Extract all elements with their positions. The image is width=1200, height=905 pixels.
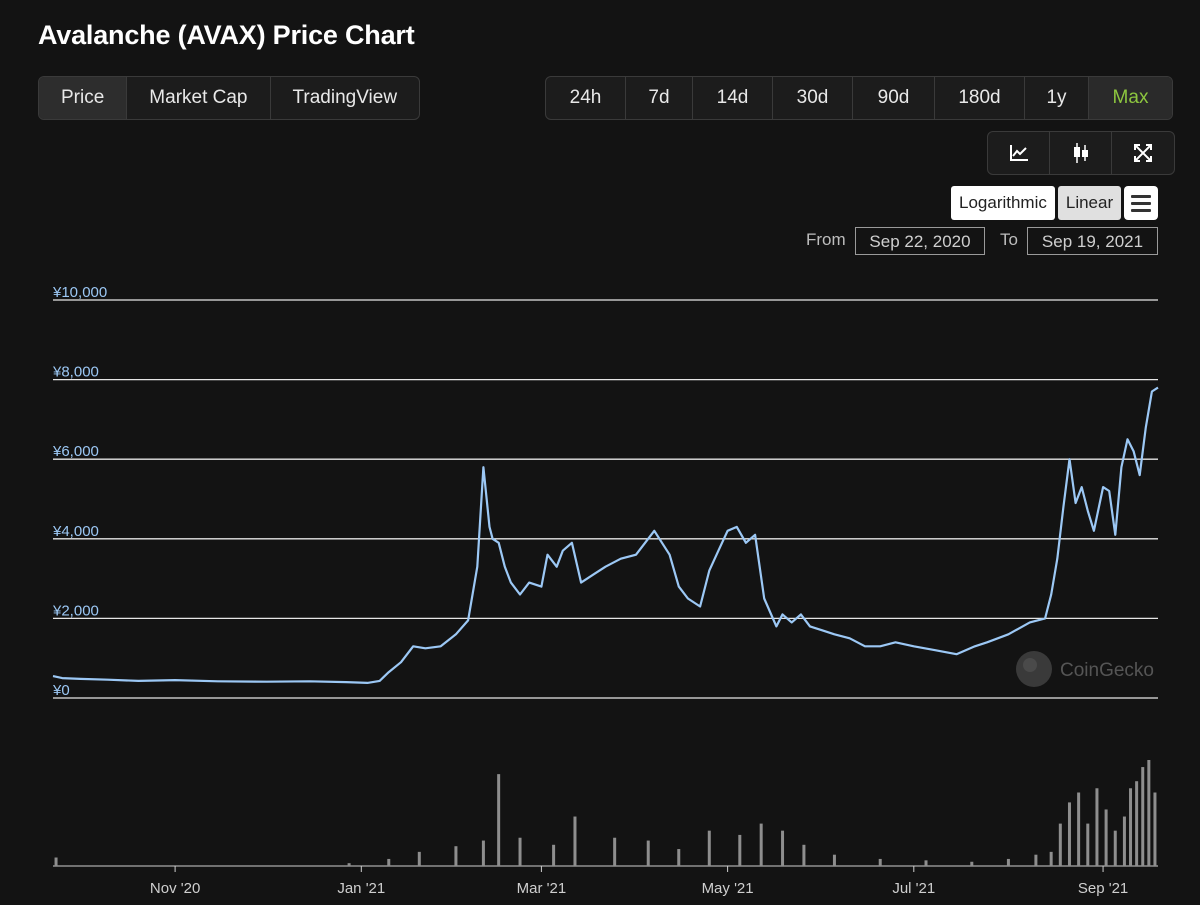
volume-bar <box>1086 823 1090 866</box>
volume-bar <box>924 860 928 866</box>
volume-bar <box>54 857 58 866</box>
coingecko-watermark: CoinGecko <box>1016 651 1154 687</box>
volume-bar <box>1034 854 1038 866</box>
volume-bar <box>347 863 351 866</box>
volume-bar <box>417 851 421 866</box>
line-chart-icon <box>1009 145 1028 161</box>
volume-bar <box>1067 802 1071 866</box>
menu-icon-bar <box>1131 208 1152 212</box>
x-tick-labels: Nov '20 Jan '21 Mar '21 May '21 Jul '21 Sep '… <box>150 880 1128 897</box>
y-tick-label: ¥0 <box>52 682 70 699</box>
y-tick-labels: ¥10,000 ¥8,000 ¥6,000 ¥4,000 ¥2,000 ¥0 <box>52 284 107 699</box>
chart-type-tools <box>987 131 1175 175</box>
volume-bar <box>1147 760 1151 866</box>
range-1y[interactable]: 1y <box>1025 77 1089 119</box>
range-24h[interactable]: 24h <box>546 77 626 119</box>
volume-bar <box>759 823 763 866</box>
range-90d[interactable]: 90d <box>853 77 935 119</box>
y-tick-label: ¥8,000 <box>52 364 99 381</box>
volume-bar <box>738 834 742 866</box>
range-tabs: 24h 7d 14d 30d 90d 180d 1y Max <box>545 76 1173 120</box>
volume-bar <box>1135 781 1139 866</box>
tab-market-cap[interactable]: Market Cap <box>127 77 271 119</box>
volume-bar <box>707 830 711 866</box>
grid-layer <box>53 299 1158 872</box>
volume-bar <box>970 861 974 866</box>
scale-toggle: Logarithmic Linear <box>951 186 1159 220</box>
volume-bar <box>1049 851 1053 866</box>
x-tick-label: Jul '21 <box>892 880 935 897</box>
x-tick-label: Jan '21 <box>337 880 385 897</box>
fullscreen-button[interactable] <box>1112 132 1174 174</box>
volume-bar <box>387 858 391 866</box>
watermark-text: CoinGecko <box>1060 660 1154 681</box>
line-chart-button[interactable] <box>988 132 1050 174</box>
range-max[interactable]: Max <box>1089 77 1172 119</box>
y-tick-label: ¥2,000 <box>52 602 99 619</box>
volume-bar <box>1095 788 1099 866</box>
volume-bar <box>613 837 617 866</box>
menu-button[interactable] <box>1124 186 1159 220</box>
volume-layer <box>54 760 1157 866</box>
volume-bar <box>1141 767 1145 866</box>
volume-bar <box>1113 830 1117 866</box>
y-tick-label: ¥10,000 <box>52 284 107 301</box>
to-label: To <box>1000 230 1018 249</box>
volume-bar <box>1077 792 1081 866</box>
volume-bar <box>1104 809 1108 866</box>
volume-bar <box>1058 823 1062 866</box>
volume-bar <box>1129 788 1133 866</box>
volume-bar <box>781 830 785 866</box>
volume-bar <box>1006 858 1010 866</box>
price-series-line <box>52 386 1159 684</box>
tab-price[interactable]: Price <box>39 77 128 119</box>
volume-bar <box>454 846 458 866</box>
x-tick-label: Sep '21 <box>1078 880 1128 897</box>
volume-bar <box>481 840 485 866</box>
y-tick-label: ¥4,000 <box>52 523 99 540</box>
x-tick-label: Nov '20 <box>150 880 200 897</box>
y-tick-label: ¥6,000 <box>52 443 99 460</box>
from-label: From <box>806 230 846 249</box>
candlestick-icon <box>1073 143 1088 163</box>
volume-bar <box>552 844 556 866</box>
menu-icon-bar <box>1131 201 1152 205</box>
volume-bar <box>1153 792 1157 866</box>
linear-button[interactable]: Linear <box>1057 186 1122 220</box>
volume-bar <box>878 858 882 866</box>
x-tick-label: May '21 <box>702 880 754 897</box>
volume-bar <box>497 774 501 866</box>
x-tick-label: Mar '21 <box>517 880 567 897</box>
range-30d[interactable]: 30d <box>773 77 853 119</box>
candlestick-button[interactable] <box>1050 132 1112 174</box>
menu-icon <box>1131 194 1152 198</box>
volume-bar <box>802 844 806 866</box>
range-180d[interactable]: 180d <box>935 77 1025 119</box>
view-tabs: Price Market Cap TradingView <box>38 76 421 120</box>
logarithmic-button[interactable]: Logarithmic <box>951 186 1055 220</box>
coingecko-logo-eye <box>1023 658 1037 672</box>
to-date-input[interactable]: Sep 19, 2021 <box>1027 227 1158 255</box>
range-7d[interactable]: 7d <box>626 77 693 119</box>
fullscreen-icon <box>1134 144 1152 162</box>
tab-tradingview[interactable]: TradingView <box>292 87 398 108</box>
page-title: Avalanche (AVAX) Price Chart <box>38 20 415 50</box>
volume-bar <box>518 837 522 866</box>
range-14d[interactable]: 14d <box>693 77 773 119</box>
from-date-input[interactable]: Sep 22, 2020 <box>855 227 985 255</box>
volume-bar <box>677 849 681 866</box>
volume-bar <box>573 816 577 866</box>
volume-bar <box>832 854 836 866</box>
volume-bar <box>1122 816 1126 866</box>
volume-bar <box>646 840 650 866</box>
